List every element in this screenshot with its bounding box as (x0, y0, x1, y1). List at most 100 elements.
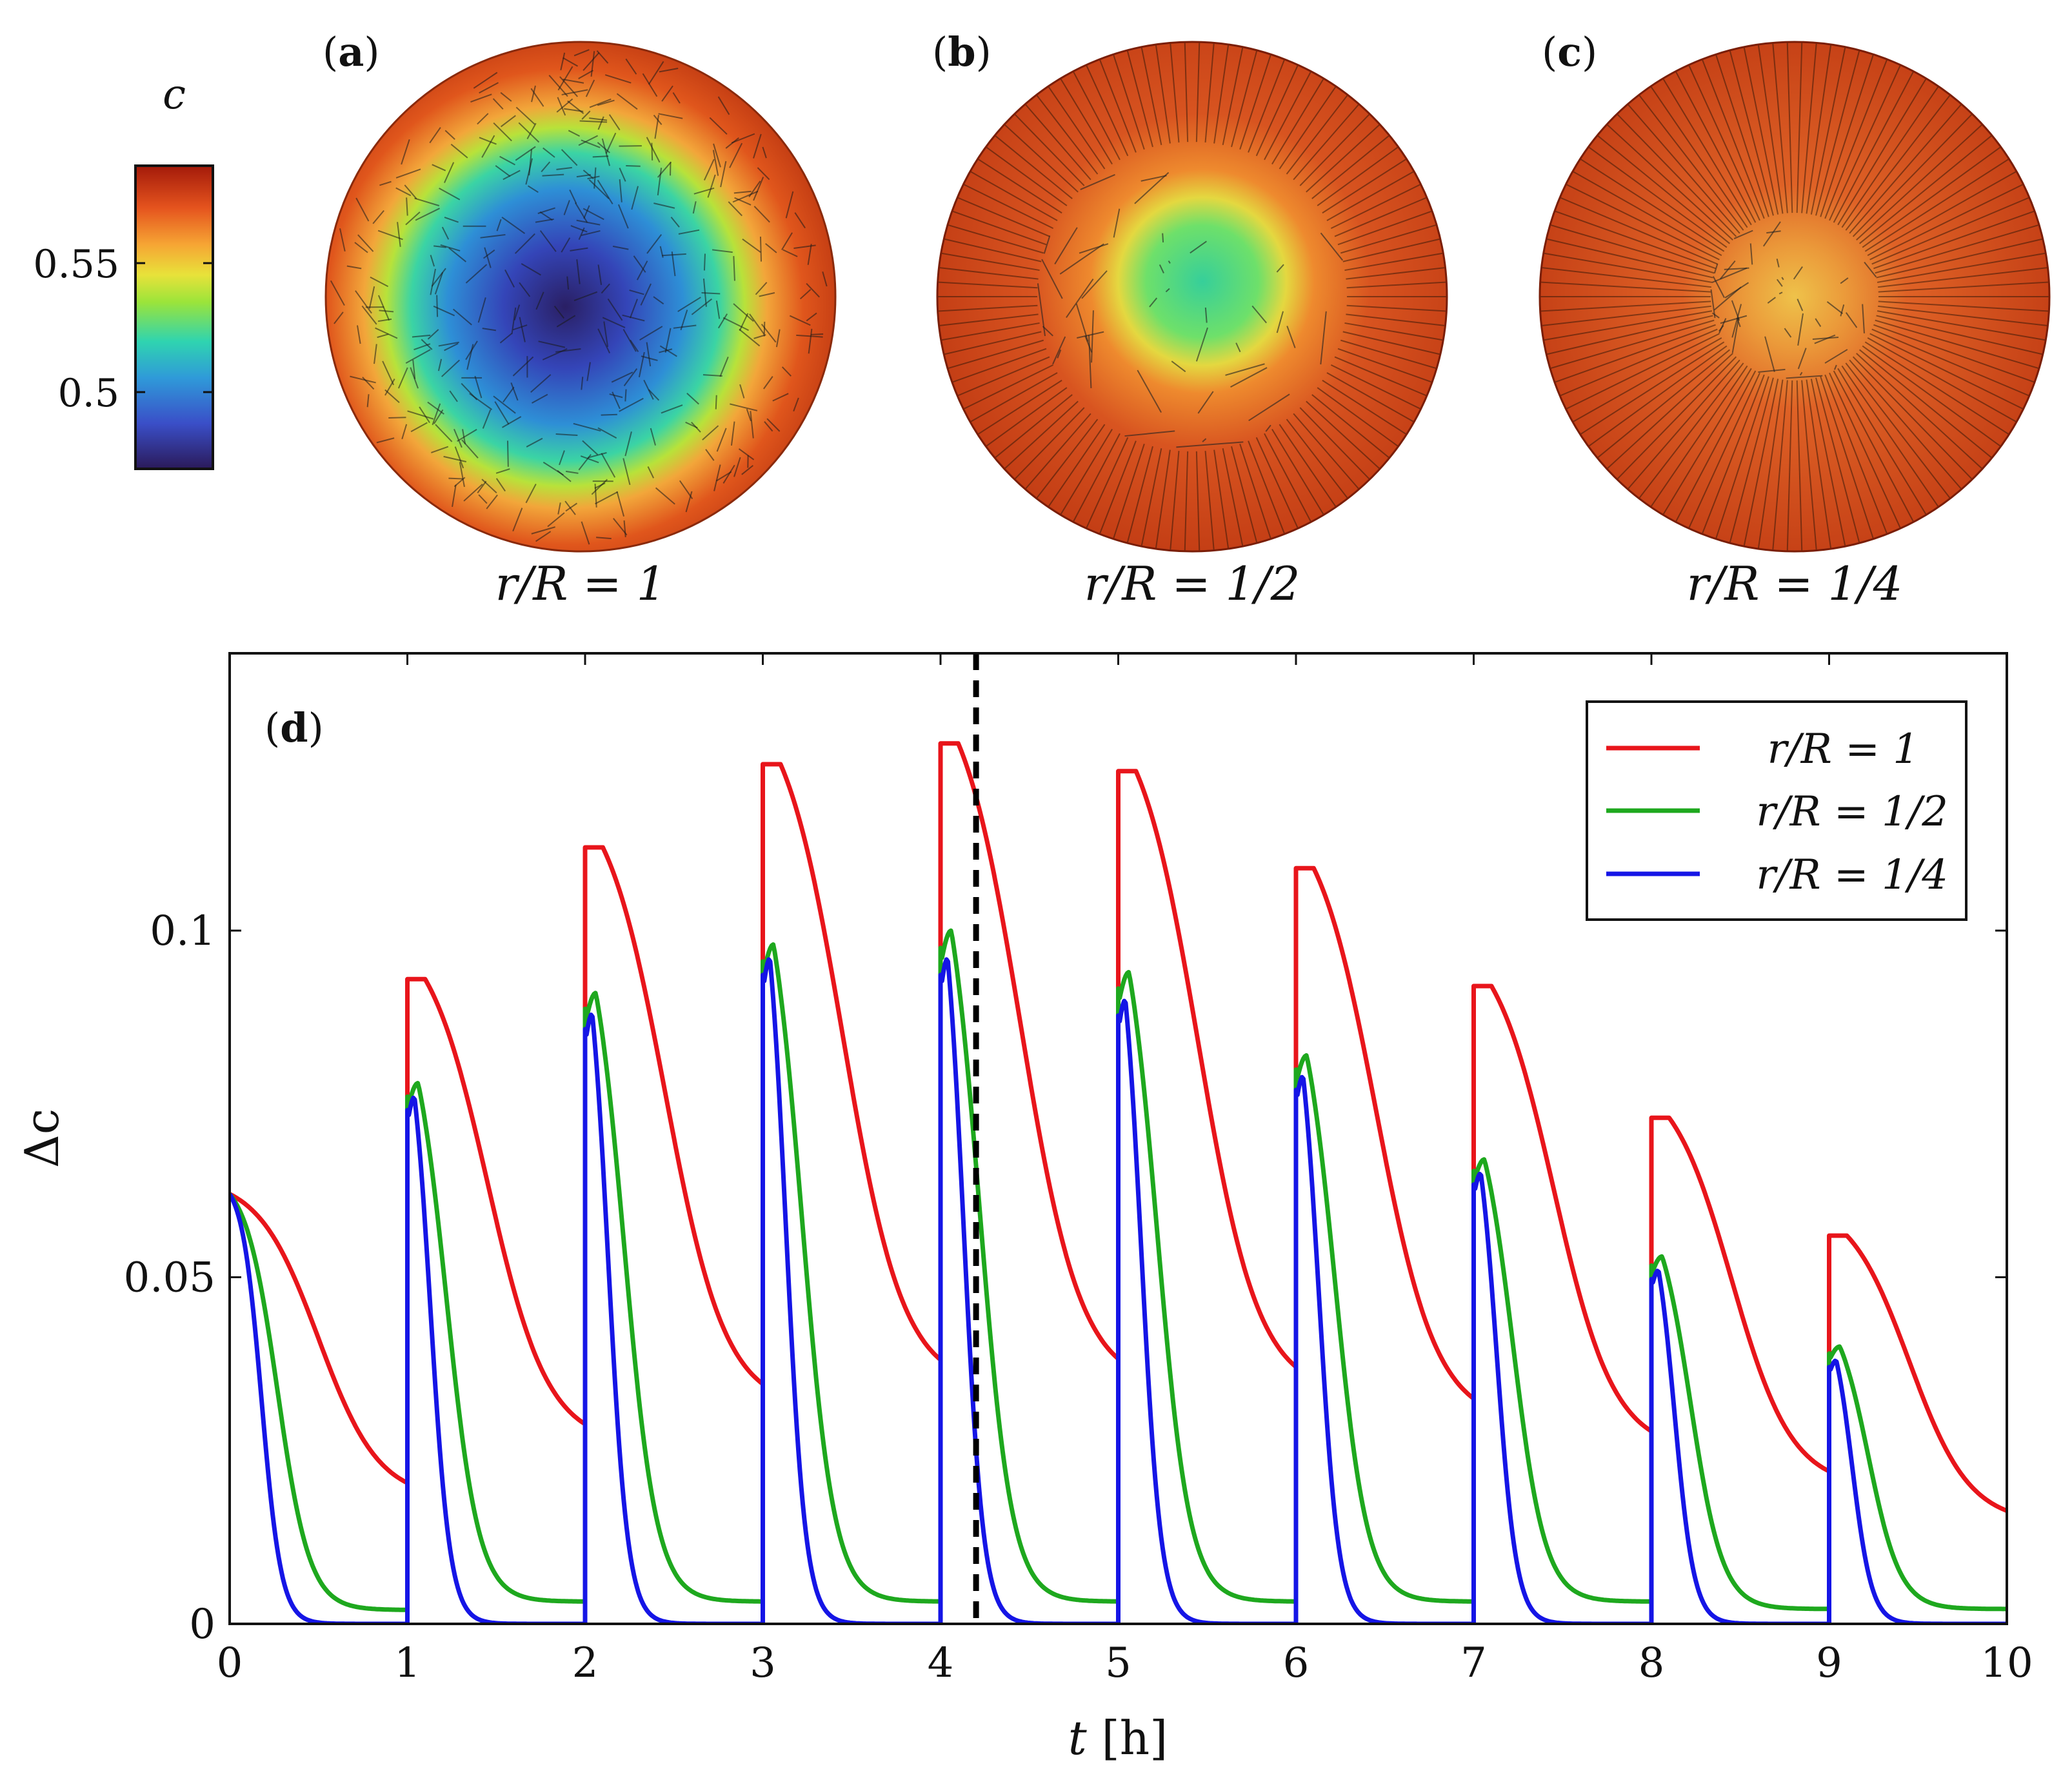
cell-edge (559, 76, 579, 97)
cell-edge (511, 307, 517, 335)
cell-edge (1772, 43, 1788, 213)
cell-edge (1159, 264, 1164, 273)
cell-edge (611, 371, 633, 383)
cell-edge (459, 462, 465, 488)
cell-edge (1546, 315, 1713, 355)
cell-edge (1124, 430, 1175, 437)
cell-edge (717, 313, 728, 329)
cell-edge (1340, 224, 1437, 254)
cell-edge (1772, 380, 1788, 551)
cell-edge (1731, 304, 1742, 338)
cell-edge (1862, 345, 2002, 447)
cell-edge (576, 219, 601, 226)
cell-edge (646, 342, 652, 367)
cell-edge (1293, 413, 1360, 490)
cell-edge (555, 433, 578, 437)
cell-edge (1248, 440, 1286, 535)
cell-edge (782, 249, 798, 257)
cell-edge (1688, 372, 1760, 529)
cell-edge (1580, 158, 1725, 252)
cell-edge (443, 162, 455, 183)
cell-edge (601, 283, 610, 294)
cell-edge (1340, 339, 1437, 370)
cell-edge (1004, 400, 1079, 469)
cell-edge (1869, 183, 2024, 261)
cell-edge (622, 314, 645, 322)
cell-edge (709, 117, 728, 135)
cell-edge (457, 429, 477, 442)
cell-edge (639, 326, 663, 341)
cell-edge (1540, 281, 1711, 293)
cell-edge (1873, 210, 2035, 270)
cell-edge (565, 502, 578, 512)
cell-edge (579, 120, 608, 123)
cell-edge (404, 184, 417, 200)
panel-b-tag: (b) (932, 28, 991, 75)
disk-outline (324, 41, 837, 553)
cell-edge (742, 238, 761, 253)
cell-edge (543, 147, 555, 158)
legend-entry-1: r/R = 1 (1768, 726, 1919, 773)
colorbar-gradient (134, 164, 214, 470)
cell-edge (1701, 374, 1765, 535)
cell-edge (685, 421, 698, 429)
cell-edge (561, 149, 578, 166)
cell-edge (1852, 114, 1973, 237)
x-tick-label: 2 (572, 1639, 599, 1687)
cell-edge (1251, 305, 1267, 324)
cell-edge (1639, 362, 1744, 499)
cell-edge (454, 446, 464, 469)
cell-edge (625, 58, 637, 75)
cell-edge (1743, 379, 1779, 547)
cell-edge (730, 403, 758, 411)
cell-edge (437, 359, 443, 371)
cell-edge (1036, 419, 1099, 499)
cell-edge (617, 204, 629, 229)
cell-edge (1184, 451, 1189, 551)
cell-edge (573, 422, 601, 432)
cell-edge (463, 483, 483, 502)
cell-edge (659, 345, 677, 357)
cell-edge (739, 313, 749, 331)
cell-edge (642, 73, 658, 97)
cell-edge (1540, 301, 1711, 312)
cell-edge (448, 247, 466, 262)
cell-edge (1255, 437, 1299, 529)
cell-edge (570, 247, 588, 252)
cell-edge (430, 268, 437, 295)
cell-edge (806, 282, 820, 298)
cell-edge (1195, 327, 1208, 362)
y-tick-labels: 0 0.05 0.1 (124, 907, 216, 1648)
cell-edge (535, 218, 554, 223)
cell-edge (1176, 441, 1244, 448)
cell-edge (686, 393, 699, 405)
cell-edge (362, 377, 375, 390)
cell-edge (1749, 243, 1753, 265)
cell-edge (937, 281, 1038, 289)
cell-edge (372, 210, 384, 224)
cell-edge (601, 138, 610, 166)
cell-edge (1311, 394, 1390, 459)
cell-edge (941, 252, 1040, 272)
cell-edge (947, 224, 1044, 254)
cell-edge (757, 167, 770, 181)
cell-edge (750, 411, 754, 439)
y-tick-label: 0 (189, 1601, 215, 1648)
cell-edge (503, 386, 515, 403)
cell-edge (405, 349, 431, 364)
cell-edge (450, 143, 468, 159)
cell-edge (647, 466, 655, 479)
cell-edge (1024, 103, 1091, 181)
cell-edge (1086, 437, 1129, 529)
cell-edge (1037, 283, 1046, 337)
cell-edge (535, 291, 544, 310)
cell-edge (477, 113, 489, 125)
cell-edge (1204, 43, 1215, 143)
cell-edge (601, 453, 616, 478)
cell-edge (512, 356, 534, 377)
cell-edge (1815, 50, 1860, 216)
cell-edge (1856, 124, 1983, 241)
cell-edge (963, 364, 1054, 410)
cell-edge (1710, 289, 1716, 319)
cell-edge (1043, 235, 1051, 254)
